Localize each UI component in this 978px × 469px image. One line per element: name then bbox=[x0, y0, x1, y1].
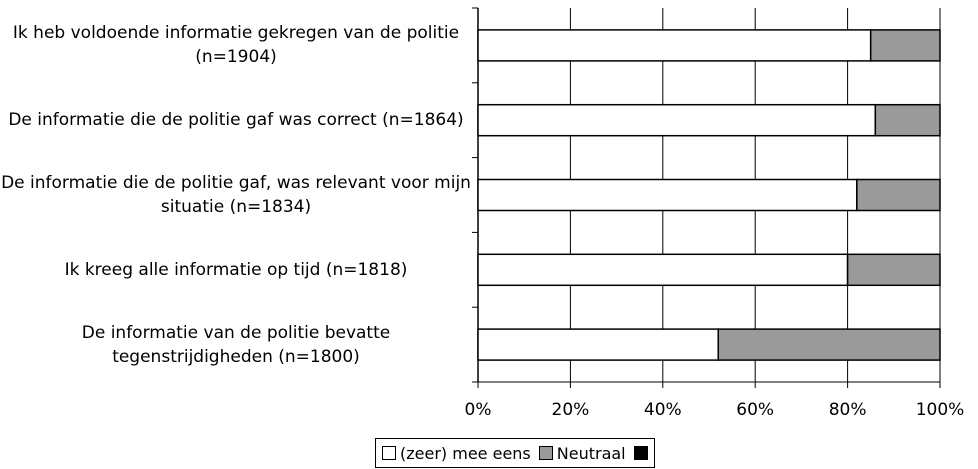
bar-segment bbox=[477, 328, 719, 361]
bar-segment bbox=[846, 253, 941, 287]
x-tick-label: 80% bbox=[829, 400, 867, 420]
bar-segment bbox=[477, 178, 858, 212]
bar-segment bbox=[477, 253, 849, 287]
x-tick-label: 60% bbox=[736, 400, 774, 420]
y-tick-label: De informatie die de politie gaf, was re… bbox=[1, 173, 471, 217]
bar-segment bbox=[477, 103, 877, 137]
legend-label: Neutraal bbox=[556, 443, 626, 463]
x-tick-label: 0% bbox=[465, 400, 492, 420]
x-tick-label: 20% bbox=[552, 400, 590, 420]
bar-segment bbox=[477, 29, 872, 62]
y-tick-label: Ik heb voldoende informatie gekregen van… bbox=[12, 23, 460, 68]
bar-segment bbox=[869, 29, 941, 62]
x-tick-label: 40% bbox=[644, 400, 682, 420]
bar-segment bbox=[717, 328, 941, 361]
y-tick-label: De informatie die de politie gaf was cor… bbox=[8, 110, 464, 131]
legend-swatch bbox=[382, 446, 396, 460]
y-tick-label: De informatie van de politie bevatte teg… bbox=[81, 322, 391, 367]
bar-segment bbox=[856, 178, 941, 212]
legend: (zeer) mee eens Neutraal bbox=[375, 438, 655, 468]
x-tick-label: 100% bbox=[916, 400, 965, 420]
legend-label: (zeer) mee eens bbox=[400, 443, 531, 463]
y-tick-label: Ik kreeg alle informatie op tijd (n=1818… bbox=[64, 259, 408, 280]
legend-swatch bbox=[633, 446, 648, 460]
bar-segment bbox=[874, 103, 941, 137]
legend-swatch bbox=[538, 446, 553, 460]
